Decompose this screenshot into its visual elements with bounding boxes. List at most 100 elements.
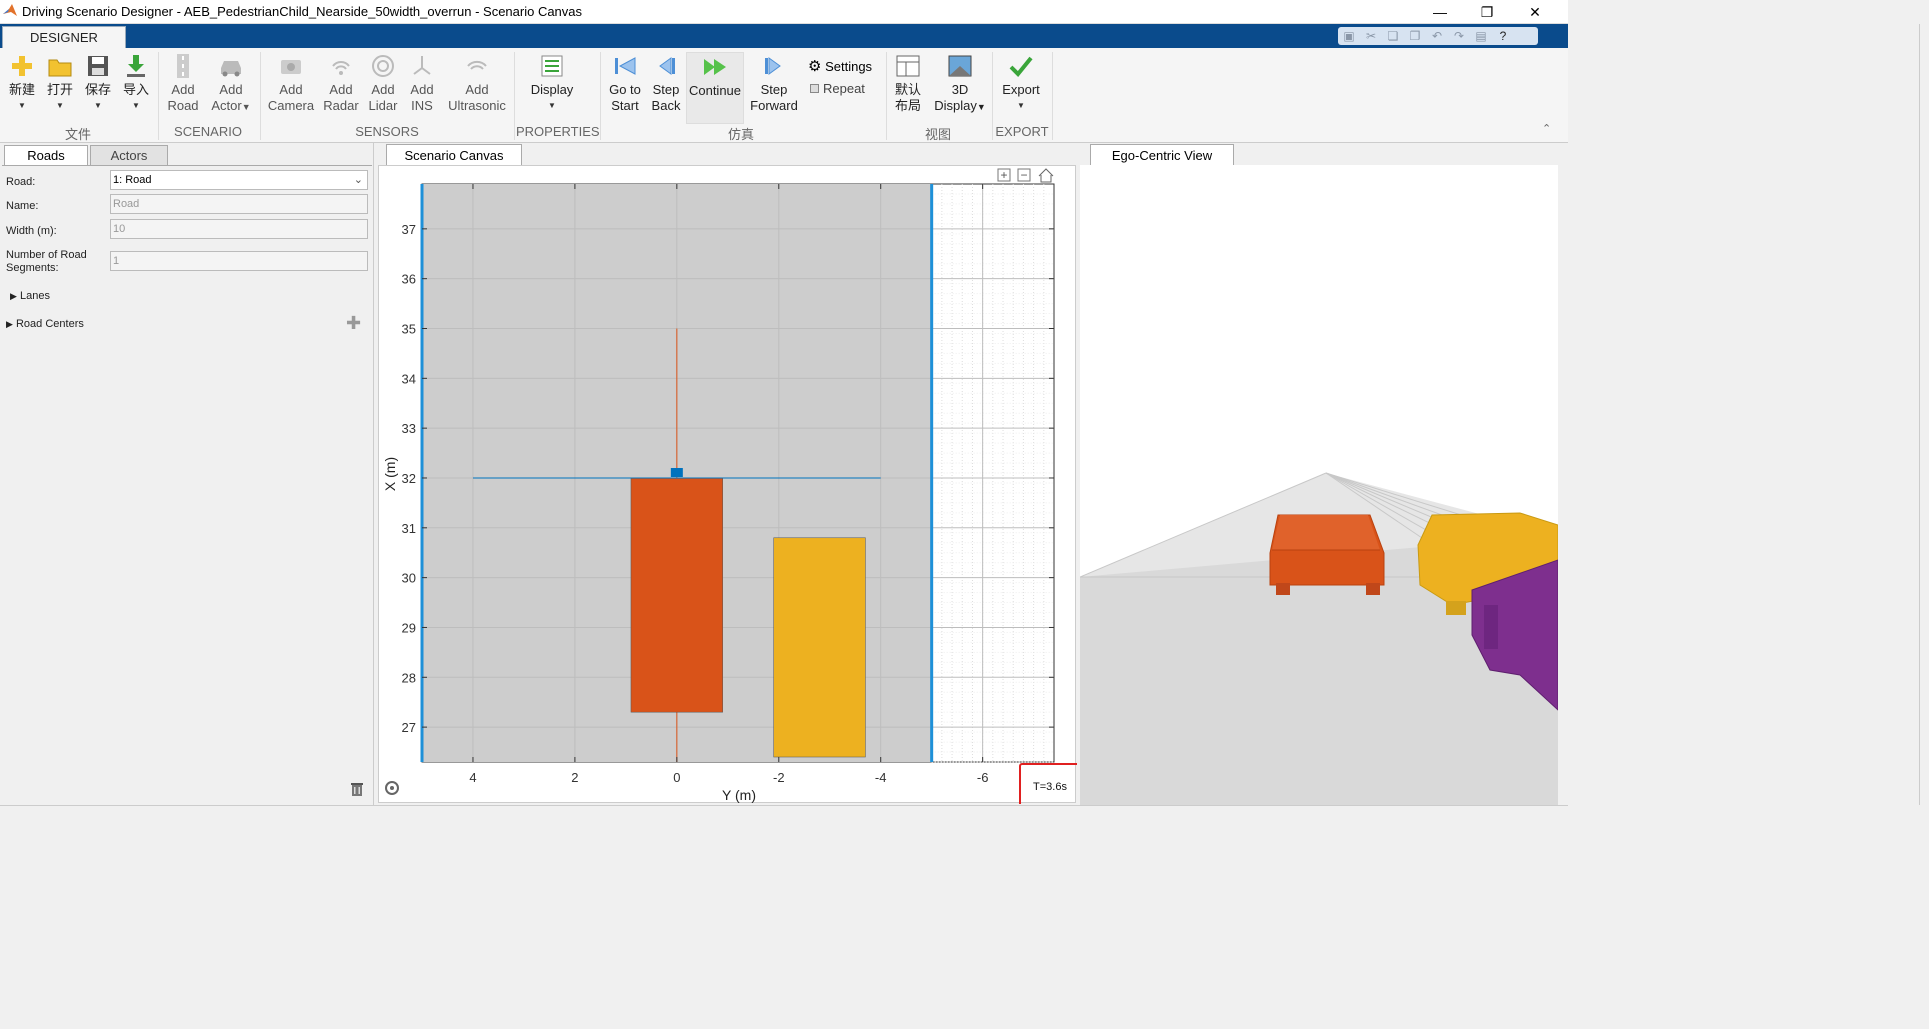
y-tick-label: 32 (402, 471, 416, 486)
default-layout-label-1: 默认 (894, 82, 921, 97)
scenario-canvas-panel: Scenario Canvas 27 28 29 30 31 32 33 34 35 36 37 4 2… (376, 143, 1081, 809)
scenario-plot[interactable]: 27 28 29 30 31 32 33 34 35 36 37 4 2 0 -2 -4 -6 Y (m) X (m… (379, 166, 1081, 809)
3d-display-icon (948, 55, 972, 77)
ego-vehicle[interactable] (630, 477, 723, 713)
settings-label: Settings (825, 59, 873, 74)
y-tick-label: 37 (402, 222, 416, 237)
y-tick-label: 31 (402, 521, 416, 536)
tab-designer[interactable]: DESIGNER (2, 26, 126, 48)
ultrasonic-icon (467, 60, 487, 70)
add-radar-label-2: Radar (323, 98, 359, 113)
target-vehicle[interactable] (773, 537, 866, 758)
help-icon[interactable]: ? (1499, 29, 1507, 43)
divider (600, 52, 601, 140)
add-ins-button[interactable]: Add INS (404, 52, 440, 114)
window-title: Driving Scenario Designer - AEB_Pedestri… (22, 4, 583, 19)
continue-button[interactable]: Continue (686, 52, 744, 124)
save-caret-icon: ▼ (94, 101, 102, 110)
step-forward-button[interactable]: Step Forward (748, 52, 800, 114)
chevron-down-icon: ⌄ (353, 174, 363, 186)
x-tick-label: -4 (875, 770, 887, 785)
ego-3d-view[interactable] (1080, 165, 1558, 805)
display-button[interactable]: Display ▼ (526, 52, 578, 114)
section-sensors: SENSORS (355, 124, 419, 139)
tab-scenario-canvas[interactable]: Scenario Canvas (386, 144, 522, 166)
add-radar-button[interactable]: Add Radar (320, 52, 362, 114)
add-ultrasonic-label-2: Ultrasonic (448, 98, 506, 113)
divider (260, 52, 261, 140)
repeat-checkbox[interactable]: Repeat (810, 81, 865, 96)
collapse-ribbon-icon[interactable]: ⌃ (1542, 123, 1552, 135)
save-button[interactable]: 保存 ▼ (82, 52, 114, 114)
add-lidar-button[interactable]: Add Lidar (364, 52, 402, 114)
3d-display-button[interactable]: 3D Display▼ (930, 52, 990, 115)
add-ins-label-1: Add (410, 82, 434, 97)
tab-roads[interactable]: Roads (4, 145, 88, 166)
close-button[interactable]: ✕ (1529, 4, 1541, 20)
y-tick-label: 29 (402, 620, 416, 635)
add-actor-label-2: Actor (211, 98, 242, 113)
paste-icon[interactable]: ❐ (1409, 29, 1421, 43)
name-field[interactable]: Road (110, 194, 368, 214)
checkbox-icon (810, 84, 819, 93)
ego-centric-view-panel: Ego-Centric View (1080, 143, 1558, 805)
add-road-center-icon[interactable]: ✚ (346, 313, 362, 333)
copy-icon[interactable]: ❏ (1387, 29, 1399, 43)
y-axis-label: X (m) (382, 457, 398, 491)
y-tick-label: 28 (402, 670, 416, 685)
add-lidar-label-1: Add (371, 82, 395, 97)
new-caret-icon: ▼ (18, 101, 26, 110)
segments-field[interactable]: 1 (110, 251, 368, 271)
home-icon[interactable] (1038, 168, 1054, 183)
tab-actors[interactable]: Actors (90, 145, 168, 166)
zoom-in-icon[interactable]: + (1000, 168, 1007, 182)
tab-ego-centric-view[interactable]: Ego-Centric View (1090, 144, 1234, 166)
restore-button[interactable]: ❐ (1480, 4, 1494, 20)
3d-display-label-1: 3D (951, 82, 969, 97)
lanes-section[interactable]: ▶ Lanes (10, 290, 50, 302)
ego-vehicle-3d (1269, 514, 1385, 595)
redo-icon[interactable]: ↷ (1453, 29, 1465, 43)
go-to-start-button[interactable]: Go to Start (604, 52, 646, 114)
y-tick-label: 30 (402, 571, 416, 586)
gear-icon[interactable] (385, 781, 399, 795)
open-button[interactable]: 打开 ▼ (44, 52, 76, 114)
add-lidar-label-2: Lidar (368, 98, 398, 113)
save-icon[interactable]: ▣ (1343, 29, 1355, 43)
zoom-out-icon[interactable] (1017, 168, 1031, 182)
add-road-button[interactable]: Add Road (164, 52, 202, 114)
road-properties-panel: Roads Actors Road: 1: Road ⌄ Name: Road … (0, 143, 374, 805)
zoom-in-icon[interactable] (997, 168, 1011, 182)
add-actor-button[interactable]: Add Actor▼ (206, 52, 256, 115)
layout-icon[interactable]: ▤ (1475, 29, 1487, 43)
road-dropdown[interactable]: 1: Road ⌄ (110, 170, 368, 190)
zoom-out-icon[interactable]: − (1020, 168, 1027, 182)
matlab-logo-icon (3, 4, 17, 16)
divider (514, 52, 515, 140)
road-centers-section[interactable]: ▶ Road Centers (6, 318, 84, 330)
undo-icon[interactable]: ↶ (1431, 29, 1443, 43)
trash-icon[interactable] (348, 779, 366, 797)
cut-icon[interactable]: ✂ (1365, 29, 1377, 43)
new-button[interactable]: 新建 ▼ (6, 52, 38, 114)
gear-icon[interactable] (390, 786, 394, 790)
import-label: 导入 (122, 82, 149, 97)
step-back-button[interactable]: Step Back (648, 52, 684, 114)
3d-display-label-2: Display (934, 98, 977, 113)
continue-icon (704, 59, 726, 75)
segments-label-2: Segments: (6, 262, 59, 274)
settings-button[interactable]: ⚙ Settings (808, 57, 872, 75)
ego-marker[interactable] (670, 468, 683, 477)
divider (1052, 52, 1053, 140)
export-button[interactable]: Export ▼ (998, 52, 1044, 114)
x-tick-label: -2 (773, 770, 785, 785)
width-label: Width (m): (6, 225, 57, 237)
default-layout-button[interactable]: 默认 布局 (890, 52, 926, 114)
minimize-button[interactable]: — (1433, 4, 1447, 20)
add-ultrasonic-button[interactable]: Add Ultrasonic (444, 52, 510, 114)
import-button[interactable]: 导入 ▼ (120, 52, 152, 114)
right-edge-scrollbar[interactable] (1919, 24, 1929, 805)
3d-display-caret-icon: ▼ (976, 102, 986, 112)
add-camera-button[interactable]: Add Camera (266, 52, 316, 114)
width-field[interactable]: 10 (110, 219, 368, 239)
